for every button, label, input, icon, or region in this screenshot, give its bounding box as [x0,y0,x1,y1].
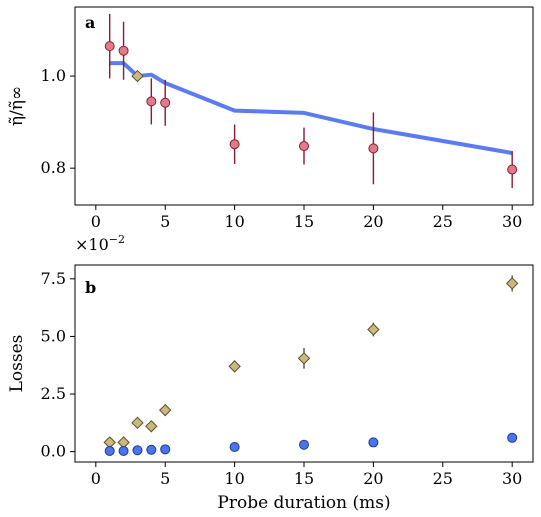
axis-multiplier: ×10−2 [75,233,125,254]
x-tick-label: 10 [224,212,244,231]
data-point-circle [104,41,115,52]
panel-label: b [85,278,96,297]
panel-a: 0 5 10 15 20 25 30 0.8 1.0 a η̃/η̃∞ [7,6,534,231]
x-tick-label: 10 [224,469,244,488]
x-tick-label: 5 [160,212,170,231]
data-point-diamond [159,403,172,417]
data-point-diamond [145,420,158,433]
x-tick-label: 30 [502,469,522,488]
y-axis-label: η̃/η̃∞ [7,86,27,126]
data-point-diamond [297,352,311,365]
data-point-circle [118,445,129,456]
x-tick-label: 30 [502,212,522,231]
x-tick-label: 20 [363,212,383,231]
x-tick-label: 15 [294,469,314,488]
y-tick-label: 0.0 [41,442,66,461]
series-group [103,275,519,456]
data-point-circle [146,96,157,107]
y-tick-label: 1.0 [41,66,66,85]
series-group [104,13,518,188]
y-tick-label: 7.5 [41,269,66,288]
data-point-circle [368,437,379,448]
x-tick-label: 15 [294,212,314,231]
data-point-circle [229,442,240,453]
x-tick-label: 5 [160,469,170,488]
data-point-circle [160,444,171,455]
x-tick-label: 25 [433,469,453,488]
y-tick-label: 0.8 [41,158,66,177]
model-line [109,61,513,155]
data-point-circle [104,445,115,456]
x-tick-label: 0 [91,469,101,488]
data-point-circle [146,444,157,455]
x-tick-label: 0 [91,212,101,231]
data-point-diamond [228,360,241,373]
x-tick-label: 25 [433,212,453,231]
data-point-circle [160,97,171,108]
data-point-circle [507,164,518,175]
data-point-circle [299,439,309,450]
y-axis-label: Losses [7,335,27,393]
y-tick-label: 5.0 [41,326,66,345]
data-point-circle [299,141,309,152]
y-tick-label: 2.5 [41,384,66,403]
data-point-diamond [131,416,144,430]
x-tick-label: 20 [363,469,383,488]
data-point-circle [229,139,240,150]
data-point-circle [368,143,379,154]
data-point-circle [507,432,518,443]
axes-frame [74,6,534,206]
x-axis-label: Probe duration (ms) [217,493,390,513]
data-point-diamond [367,323,380,336]
data-point-circle [118,45,129,56]
panel-b: 0 5 10 15 20 25 30 0.0 2.5 5.0 7.5 b Losses Probe dur… [7,233,534,513]
data-point-diamond [131,69,144,83]
data-point-circle [132,445,143,456]
panel-label: a [85,13,95,32]
data-point-diamond [505,277,519,290]
